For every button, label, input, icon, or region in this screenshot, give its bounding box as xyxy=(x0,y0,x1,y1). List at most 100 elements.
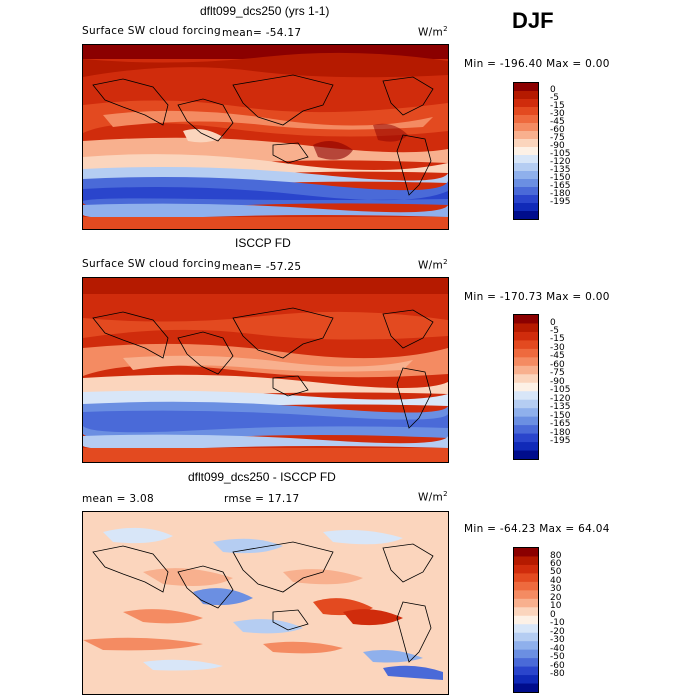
colorbar-swatch xyxy=(514,195,538,204)
colorbar-swatch xyxy=(514,123,538,132)
colorbar-tick-label: -90 xyxy=(550,141,565,151)
panel3-units: W/m2 xyxy=(418,490,448,504)
colorbar-swatch xyxy=(514,357,538,367)
colorbar-swatch xyxy=(514,365,538,375)
season-label: DJF xyxy=(512,8,554,33)
colorbar-tick-label: -165 xyxy=(550,181,571,191)
colorbar-tick-label: 0 xyxy=(550,85,556,95)
colorbar-tick-label: -195 xyxy=(550,197,571,207)
colorbar-tick-label: 40 xyxy=(550,575,562,586)
colorbar-swatch xyxy=(514,548,538,557)
colorbar-tick-label: -75 xyxy=(550,133,565,143)
colorbar-tick-label: -5 xyxy=(550,325,559,336)
colorbar-swatch xyxy=(514,624,538,634)
panel2-mean: mean= -57.25 xyxy=(222,261,302,273)
colorbar-swatch xyxy=(514,91,538,100)
colorbar-tick-label: -60 xyxy=(550,125,565,135)
colorbar-swatch xyxy=(514,131,538,140)
colorbar-tick-label: -60 xyxy=(550,660,565,671)
panel1-field xyxy=(83,45,448,229)
colorbar-tick-label: -40 xyxy=(550,643,565,654)
panel1-mean: mean= -54.17 xyxy=(222,27,302,39)
colorbar-tick-label: -120 xyxy=(550,393,571,404)
colorbar-tick-label: 0 xyxy=(550,609,556,620)
panel3-rmse: rmse = 17.17 xyxy=(224,493,300,505)
colorbar-swatch xyxy=(514,331,538,341)
colorbar-swatch xyxy=(514,433,538,443)
colorbar-swatch xyxy=(514,442,538,452)
colorbar-tick-label: 20 xyxy=(550,592,562,603)
colorbar-swatch xyxy=(514,666,538,676)
colorbar-swatch xyxy=(514,590,538,600)
colorbar-swatches xyxy=(514,83,538,219)
colorbar-swatch xyxy=(514,675,538,685)
colorbar-swatch xyxy=(514,391,538,401)
colorbar-swatch xyxy=(514,450,538,459)
colorbar-tick-label: -75 xyxy=(550,368,565,379)
panel1-variable: Surface SW cloud forcing xyxy=(82,25,221,37)
colorbar-tick-label: -15 xyxy=(550,101,565,111)
panel2-field xyxy=(83,278,448,462)
colorbar-swatch xyxy=(514,179,538,188)
colorbar-swatch xyxy=(514,340,538,350)
panel1-units: W/m2 xyxy=(418,25,448,39)
colorbar-tick-label: -165 xyxy=(550,419,571,430)
colorbar-tick-label: 50 xyxy=(550,567,562,578)
colorbar-tick-label: -30 xyxy=(550,635,565,646)
colorbar-swatch xyxy=(514,573,538,583)
colorbar-swatch xyxy=(514,147,538,156)
colorbar-tick-label: 60 xyxy=(550,558,562,569)
colorbar-swatches xyxy=(514,315,538,459)
colorbar-swatch xyxy=(514,581,538,591)
colorbar-tick-label: -15 xyxy=(550,334,565,345)
colorbar-tick-label: -30 xyxy=(550,342,565,353)
colorbar-swatch xyxy=(514,399,538,409)
colorbar-swatch xyxy=(514,556,538,566)
colorbar-tick-label: -50 xyxy=(550,652,565,663)
colorbar-swatch xyxy=(514,203,538,212)
colorbar-tick-label: -20 xyxy=(550,626,565,637)
colorbar-tick-label: -90 xyxy=(550,376,565,387)
panel1-title: dflt099_dcs250 (yrs 1-1) xyxy=(200,4,330,18)
colorbar-swatch xyxy=(514,163,538,172)
colorbar-tick-label: -5 xyxy=(550,93,559,103)
colorbar-swatch xyxy=(514,83,538,92)
colorbar-tick-label: 0 xyxy=(550,317,556,328)
colorbar-swatch xyxy=(514,382,538,392)
colorbar-swatch xyxy=(514,107,538,116)
colorbar-tick-label: -135 xyxy=(550,402,571,413)
colorbar-swatch xyxy=(514,187,538,196)
colorbar-swatches xyxy=(514,548,538,692)
colorbar-tick-label: 30 xyxy=(550,584,562,595)
panel2-units: W/m2 xyxy=(418,258,448,272)
colorbar-swatch xyxy=(514,564,538,574)
colorbar-swatch xyxy=(514,416,538,426)
colorbar-tick-label: -120 xyxy=(550,157,571,167)
colorbar-swatch xyxy=(514,615,538,625)
panel3-colorbar xyxy=(513,547,539,693)
colorbar-tick-label: -105 xyxy=(550,149,571,159)
colorbar-swatch xyxy=(514,315,538,324)
colorbar-swatch xyxy=(514,658,538,668)
colorbar-tick-label: -60 xyxy=(550,359,565,370)
panel2-colorbar xyxy=(513,314,539,460)
panel3-minmax: Min = -64.23 Max = 64.04 xyxy=(464,523,610,535)
colorbar-tick-label: 10 xyxy=(550,601,562,612)
colorbar-tick-label: -80 xyxy=(550,669,565,680)
panel3-field xyxy=(83,512,448,694)
colorbar-swatch xyxy=(514,99,538,108)
panel1-minmax: Min = -196.40 Max = 0.00 xyxy=(464,58,610,70)
panel1-map xyxy=(82,44,449,230)
colorbar-tick-label: -30 xyxy=(550,109,565,119)
colorbar-swatch xyxy=(514,211,538,219)
panel2-map xyxy=(82,277,449,463)
colorbar-tick-label: -45 xyxy=(550,351,565,362)
colorbar-swatch xyxy=(514,323,538,333)
colorbar-swatch xyxy=(514,641,538,651)
colorbar-tick-label: -10 xyxy=(550,618,565,629)
colorbar-swatch xyxy=(514,683,538,692)
colorbar-tick-label: -135 xyxy=(550,165,571,175)
colorbar-swatch xyxy=(514,115,538,124)
colorbar-tick-label: -150 xyxy=(550,410,571,421)
colorbar-swatch xyxy=(514,171,538,180)
